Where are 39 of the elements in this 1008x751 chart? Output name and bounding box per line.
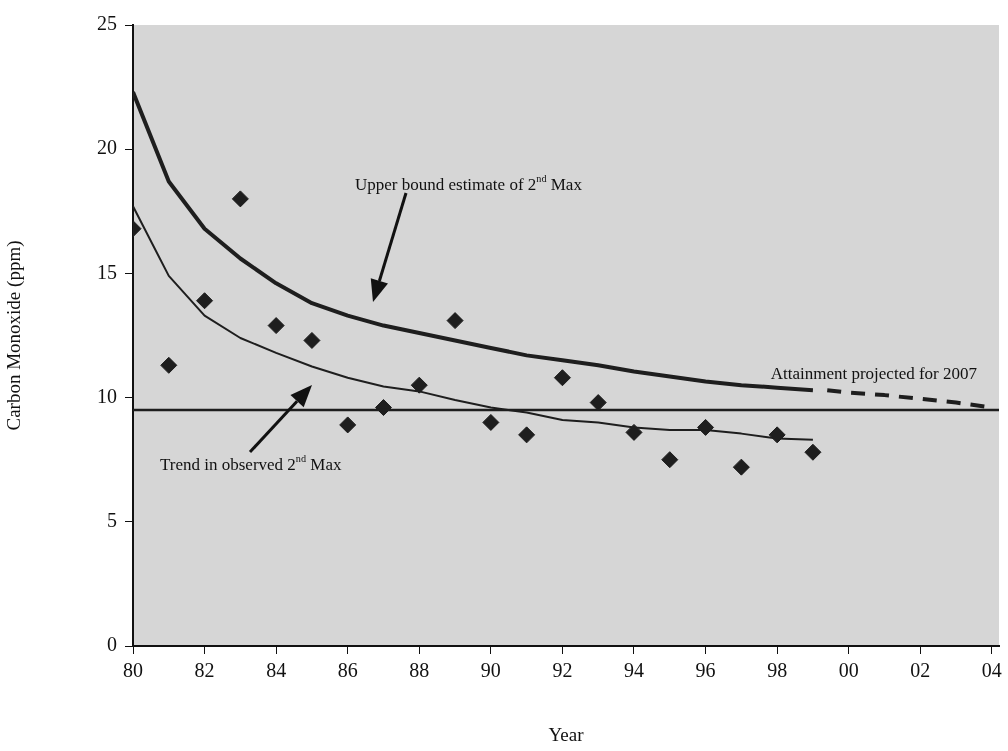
- x-axis-title: Year: [548, 723, 585, 745]
- x-tick-label: 92: [552, 659, 573, 682]
- point: [410, 376, 428, 394]
- x-tick-label: 98: [767, 659, 788, 682]
- point: [518, 426, 536, 444]
- ref-line-label: Attainment projected for 2007: [770, 364, 978, 384]
- point: [160, 356, 178, 374]
- point: [303, 331, 321, 349]
- y-tick-label: 20: [97, 136, 117, 159]
- point: [267, 317, 285, 335]
- point: [625, 423, 643, 441]
- x-tick-label: 02: [910, 659, 931, 682]
- x-tick-label: 82: [194, 659, 215, 682]
- x-tick-label: 80: [123, 659, 143, 682]
- x-tick-label: 88: [409, 659, 430, 682]
- x-tick-label: 86: [337, 659, 358, 682]
- point: [482, 413, 500, 431]
- x-tick-label: 00: [838, 659, 859, 682]
- point: [804, 443, 822, 461]
- x-tick-label: 84: [266, 659, 287, 682]
- y-tick-label: 10: [97, 384, 117, 407]
- point: [339, 416, 357, 434]
- x-tick-label: 90: [480, 659, 501, 682]
- point: [732, 458, 750, 476]
- y-tick-label: 15: [97, 260, 117, 283]
- point: [446, 312, 464, 330]
- point: [697, 418, 715, 436]
- point: [196, 292, 214, 310]
- y-tick-label: 25: [97, 12, 117, 35]
- y-axis-title: Carbon Monoxide (ppm): [3, 240, 26, 431]
- point: [768, 426, 786, 444]
- point: [231, 190, 249, 208]
- y-tick-label: 0: [107, 633, 117, 656]
- x-tick-label: 04: [981, 659, 1002, 682]
- x-tick-label: 94: [623, 659, 644, 682]
- x-tick-label: 96: [695, 659, 716, 682]
- point: [661, 451, 679, 469]
- point: [553, 369, 571, 387]
- y-tick-label: 5: [107, 509, 117, 532]
